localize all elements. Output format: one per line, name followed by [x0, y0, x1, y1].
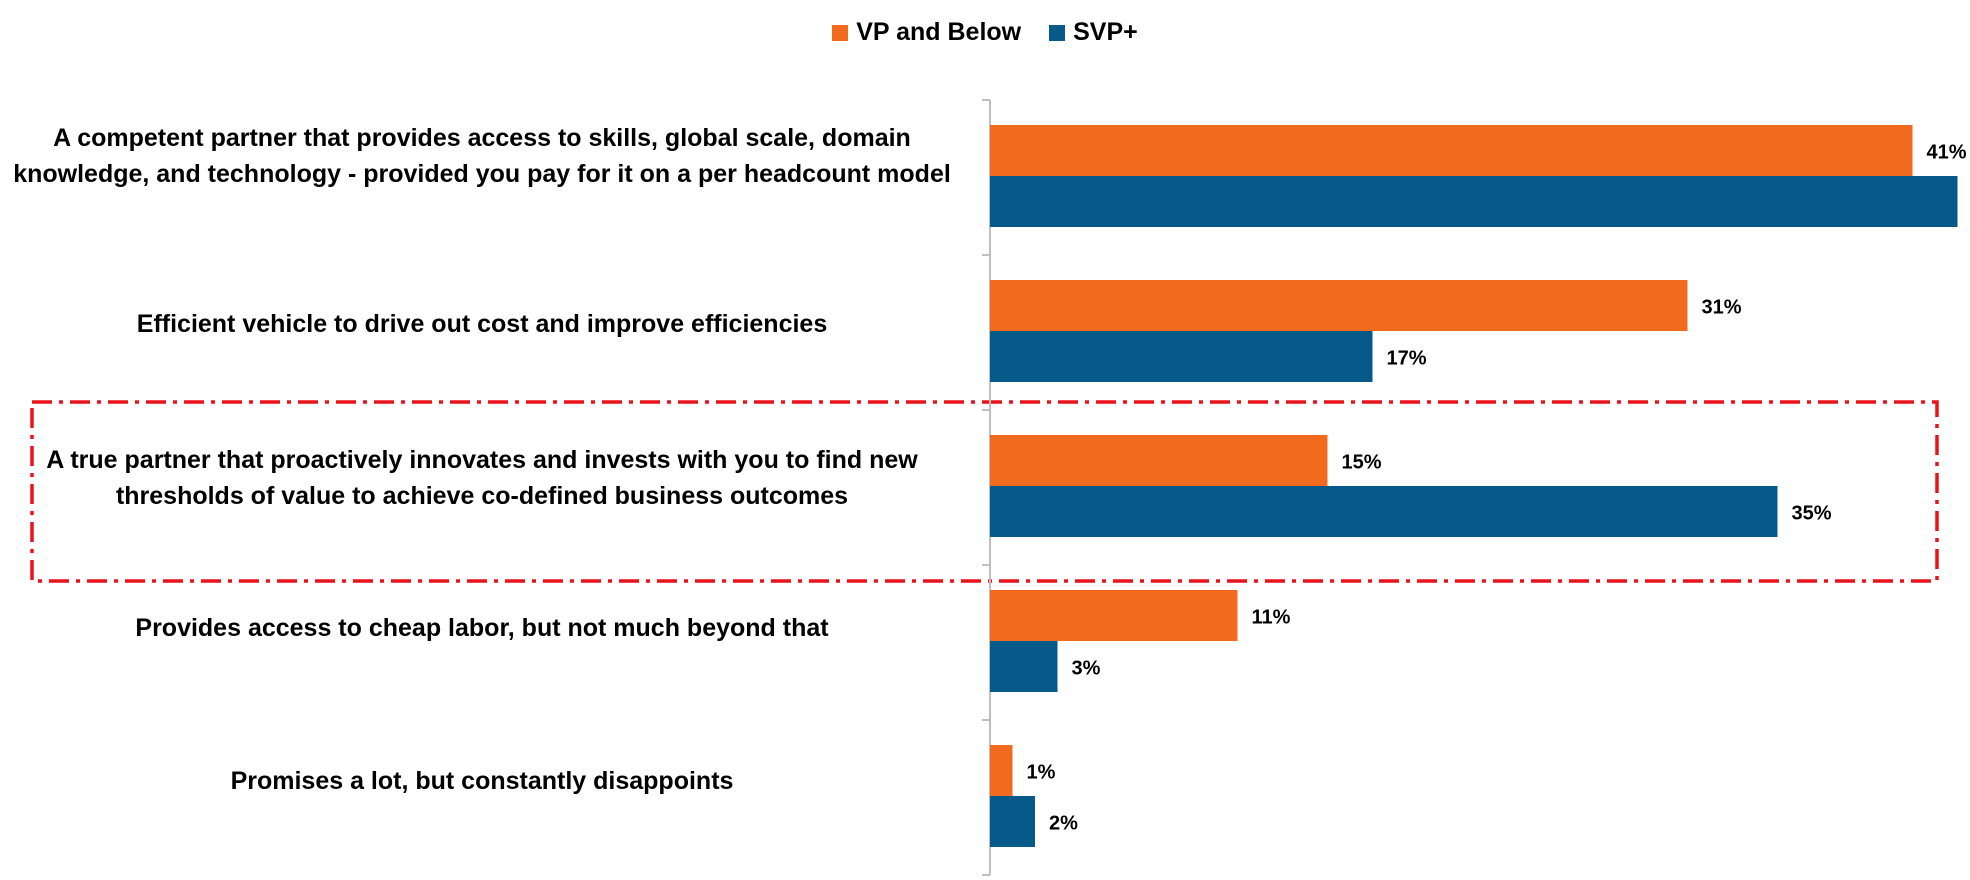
- data-label-vp-and-below-3: 15%: [1342, 452, 1382, 474]
- data-label-vp-and-below-2: 31%: [1702, 297, 1742, 319]
- bar-svp-plus-5: [990, 796, 1035, 847]
- bar-vp-and-below-2: [990, 280, 1688, 331]
- bar-vp-and-below-4: [990, 590, 1238, 641]
- legend: VP and Below SVP+: [0, 18, 1970, 47]
- legend-item-vp-and-below: VP and Below: [832, 18, 1021, 47]
- legend-swatch-vp-and-below: [832, 24, 849, 41]
- bar-svp-plus-4: [990, 641, 1058, 692]
- legend-label-svp-plus: SVP+: [1073, 18, 1138, 46]
- legend-swatch-svp-plus: [1049, 24, 1066, 41]
- data-label-svp-plus-4: 3%: [1072, 658, 1101, 680]
- data-label-vp-and-below-5: 1%: [1027, 762, 1056, 784]
- bar-svp-plus-1: [990, 176, 1958, 227]
- bar-svp-plus-3: [990, 486, 1778, 537]
- data-label-svp-plus-5: 2%: [1049, 813, 1078, 835]
- bar-svp-plus-2: [990, 331, 1373, 382]
- bar-vp-and-below-5: [990, 745, 1013, 796]
- highlight-box: [30, 400, 1939, 583]
- category-label-1: A competent partner that provides access…: [13, 124, 951, 188]
- data-label-vp-and-below-1: 41%: [1927, 142, 1967, 164]
- category-label-3: A true partner that proactively innovate…: [46, 446, 918, 510]
- data-label-vp-and-below-4: 11%: [1252, 607, 1291, 629]
- category-label-2: Efficient vehicle to drive out cost and …: [136, 310, 828, 338]
- data-label-svp-plus-3: 35%: [1792, 503, 1832, 525]
- legend-label-vp-and-below: VP and Below: [856, 18, 1022, 46]
- bar-vp-and-below-3: [990, 435, 1328, 486]
- data-label-svp-plus-2: 17%: [1387, 348, 1427, 370]
- legend-item-svp-plus: SVP+: [1049, 18, 1138, 47]
- category-label-4: Provides access to cheap labor, but not …: [135, 614, 829, 642]
- category-label-5: Promises a lot, but constantly disappoin…: [230, 767, 734, 795]
- bar-vp-and-below-1: [990, 125, 1913, 176]
